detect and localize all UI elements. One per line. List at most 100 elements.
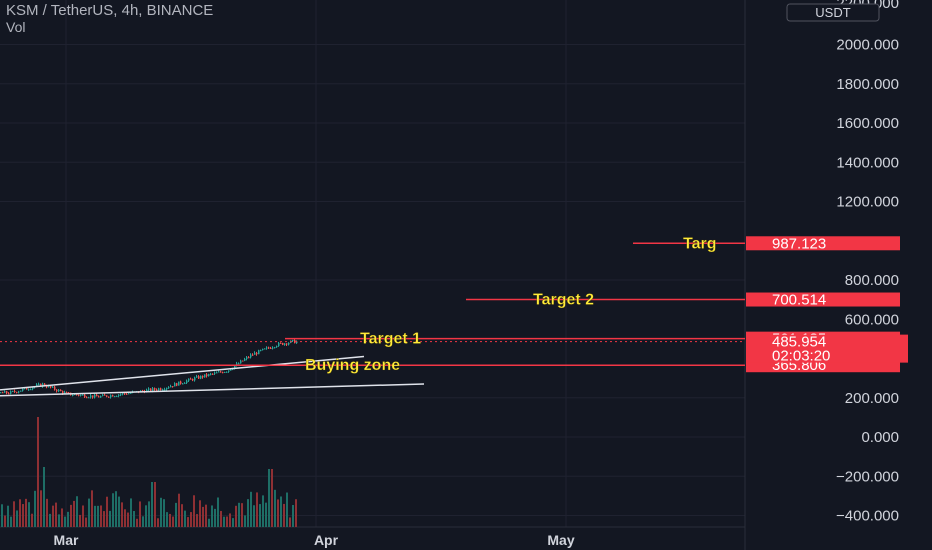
candle-body xyxy=(48,385,50,388)
volume-bar xyxy=(106,496,108,527)
candle-body xyxy=(242,360,244,362)
volume-bar xyxy=(172,516,174,527)
candle-body xyxy=(206,374,208,377)
candle-body xyxy=(74,394,76,396)
volume-bar xyxy=(82,505,84,527)
volume-bar xyxy=(70,504,72,527)
candle-body xyxy=(178,381,180,386)
volume-bar xyxy=(61,508,63,527)
candle-body xyxy=(288,342,290,345)
x-tick-label: Mar xyxy=(54,532,79,548)
volume-bar xyxy=(79,514,81,527)
level-annotation[interactable]: Targ xyxy=(683,235,717,252)
candle-body xyxy=(188,378,190,381)
volume-bar xyxy=(151,482,153,527)
volume-bar xyxy=(121,502,123,527)
candle-body xyxy=(196,376,198,378)
volume-label: Vol xyxy=(6,19,26,35)
volume-bar xyxy=(250,491,252,527)
candle-body xyxy=(162,389,164,391)
candle-body xyxy=(100,396,102,398)
candle-body xyxy=(250,354,252,358)
volume-bar xyxy=(19,499,21,527)
x-tick-label: Apr xyxy=(314,532,339,548)
volume-bar xyxy=(277,499,279,527)
candle-body xyxy=(200,375,202,379)
candle-body xyxy=(30,389,32,391)
y-tick-label: 1800.000 xyxy=(836,76,899,93)
candle-body xyxy=(42,383,44,387)
volume-bar xyxy=(145,505,147,527)
candle-body xyxy=(276,346,278,348)
volume-bar xyxy=(46,498,48,527)
candle-body xyxy=(260,350,262,352)
candle-body xyxy=(268,347,270,349)
candle-body xyxy=(274,347,276,349)
candle-body xyxy=(22,388,24,391)
volume-bar xyxy=(217,497,219,527)
volume-bar xyxy=(259,504,261,527)
volume-bar xyxy=(76,496,78,527)
candle-body xyxy=(294,339,296,344)
candle-body xyxy=(68,392,70,394)
volume-bar xyxy=(115,491,117,527)
candle-body xyxy=(170,386,172,388)
candle-body xyxy=(122,393,124,395)
candle-body xyxy=(96,394,98,397)
volume-bar xyxy=(283,503,285,527)
candle-body xyxy=(28,389,30,391)
candle-body xyxy=(98,396,100,398)
candle-body xyxy=(14,391,16,393)
y-tick-label: 1200.000 xyxy=(836,194,899,211)
candle-body xyxy=(58,389,60,392)
volume-bar xyxy=(262,495,264,527)
candle-body xyxy=(212,373,214,375)
candle-body xyxy=(150,388,152,391)
currency-box[interactable] xyxy=(786,3,880,22)
volume-bar xyxy=(136,518,138,527)
candle-body xyxy=(12,391,14,393)
candle-body xyxy=(208,374,210,377)
trendline-upper[interactable] xyxy=(0,355,365,391)
level-annotation[interactable]: Buying zone xyxy=(305,357,401,374)
volume-bar xyxy=(241,503,243,527)
y-tick-label: 1400.000 xyxy=(836,154,899,171)
volume-bar xyxy=(91,490,93,527)
y-tick-label: 0.000 xyxy=(861,429,899,446)
price-badge xyxy=(746,236,900,251)
volume-bar xyxy=(37,417,39,527)
level-annotation[interactable]: Target 2 xyxy=(533,291,594,309)
volume-bar xyxy=(13,501,15,527)
candle-body xyxy=(230,369,232,371)
candle-body xyxy=(194,377,196,381)
candle-body xyxy=(258,350,260,355)
candle-body xyxy=(262,348,264,351)
candle-body xyxy=(62,391,64,394)
candle-body xyxy=(270,347,272,349)
volume-bar xyxy=(88,498,90,527)
volume-bar xyxy=(103,511,105,527)
candle-body xyxy=(292,339,294,341)
candle-body xyxy=(184,382,186,384)
volume-bar xyxy=(139,501,141,527)
volume-bar xyxy=(286,492,288,527)
volume-bar xyxy=(274,489,276,527)
candle-body xyxy=(172,386,174,388)
candle-body xyxy=(296,341,298,344)
volume-bar xyxy=(295,499,297,527)
countdown-label: 02:03:20 xyxy=(772,348,830,365)
level-annotation[interactable]: Target 1 xyxy=(360,331,421,348)
y-tick-label: 2000.000 xyxy=(836,37,899,54)
trendline-lower[interactable] xyxy=(0,383,425,397)
price-badge-label: 700.514 xyxy=(772,292,826,309)
volume-bar xyxy=(112,493,114,527)
candle-body xyxy=(20,390,22,392)
volume-bar xyxy=(223,516,225,527)
candle-body xyxy=(152,388,154,391)
candle-body xyxy=(88,397,90,399)
candle-body xyxy=(82,394,84,396)
volume-bar xyxy=(166,512,168,527)
chart-header: KSM / TetherUS, 4h, BINANCE Vol xyxy=(6,3,213,36)
